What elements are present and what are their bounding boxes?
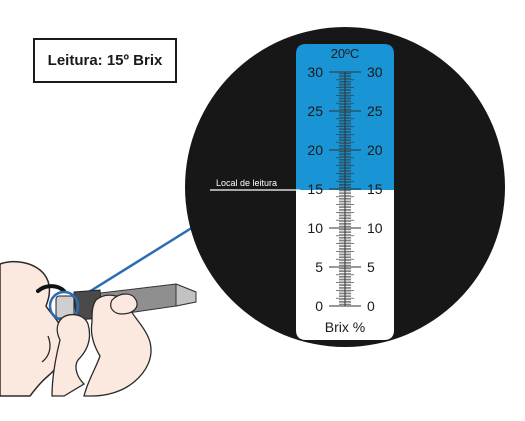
scale-label-left: 10 bbox=[307, 220, 323, 236]
scale-tick-labels: 0 0 5 5 10 10 15 15 20 20 25 25 30 30 bbox=[307, 64, 382, 314]
hands-illustration bbox=[51, 293, 152, 397]
reading-label: Leitura: 15º Brix bbox=[47, 52, 163, 69]
right-thumb bbox=[110, 293, 138, 315]
scale-label-right: 20 bbox=[367, 142, 383, 158]
temperature-label: 20ºC bbox=[331, 46, 360, 61]
device-tip bbox=[175, 283, 197, 307]
scale-label-left: 25 bbox=[307, 103, 323, 119]
scale-label-left: 20 bbox=[307, 142, 323, 158]
reading-line-label: Local de leitura bbox=[216, 178, 277, 188]
scale-label-left: 5 bbox=[315, 259, 323, 275]
scale-label-left: 30 bbox=[307, 64, 323, 80]
nose-line bbox=[41, 335, 51, 363]
scale-label-right: 10 bbox=[367, 220, 383, 236]
scale-label-left: 0 bbox=[315, 298, 323, 314]
unit-label: Brix % bbox=[325, 319, 365, 335]
scale-label-right: 30 bbox=[367, 64, 383, 80]
scale-label-right: 5 bbox=[367, 259, 375, 275]
scale-label-left: 15 bbox=[307, 181, 323, 197]
scale-label-right: 25 bbox=[367, 103, 383, 119]
scale-label-right: 15 bbox=[367, 181, 383, 197]
face-illustration bbox=[0, 261, 66, 397]
reading-box: Leitura: 15º Brix bbox=[33, 38, 177, 83]
left-hand bbox=[51, 313, 91, 397]
scale-label-right: 0 bbox=[367, 298, 375, 314]
eyebrow bbox=[36, 284, 66, 293]
scale-ticks bbox=[329, 71, 361, 307]
